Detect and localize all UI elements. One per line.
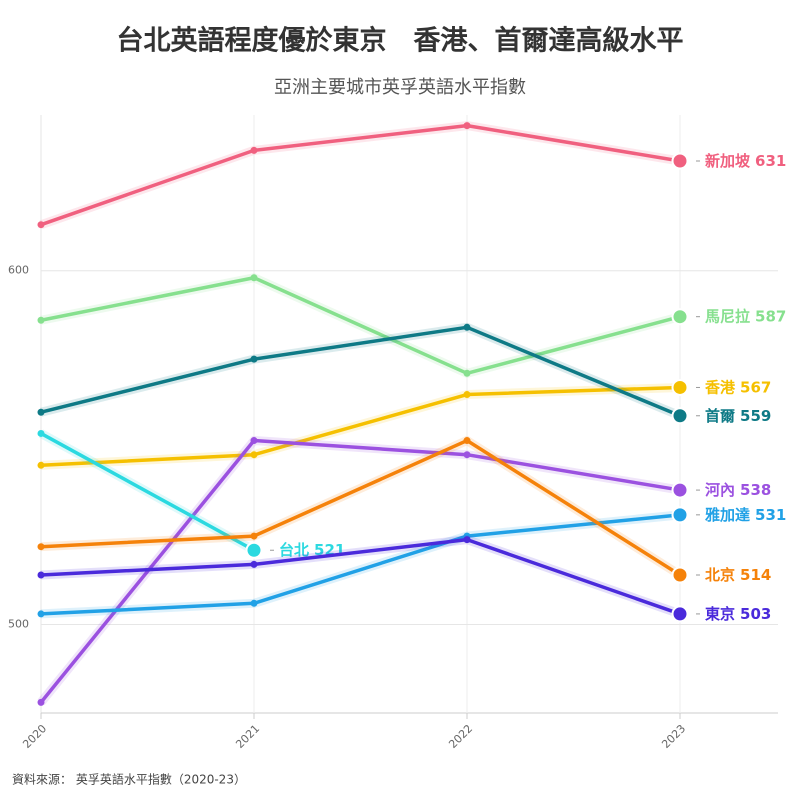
point bbox=[37, 543, 45, 551]
chart-title: 台北英語程度優於東京 香港、首爾達高級水平 bbox=[117, 25, 684, 57]
end-label: 北京 514 bbox=[705, 566, 771, 584]
end-value: 514 bbox=[740, 566, 771, 584]
source-note: 資料來源： 英孚英語水平指數（2020-23） bbox=[12, 772, 246, 787]
point bbox=[37, 571, 45, 579]
chart-subtitle: 亞洲主要城市英孚英語水平指數 bbox=[274, 77, 526, 98]
point bbox=[671, 481, 689, 499]
point bbox=[463, 369, 471, 377]
point bbox=[37, 429, 45, 437]
line bbox=[40, 431, 255, 552]
end-label: 香港 567 bbox=[705, 378, 771, 396]
series-name: 台北 bbox=[279, 541, 309, 559]
series-name: 東京 bbox=[705, 604, 735, 622]
end-label: 雅加達 531 bbox=[704, 505, 786, 523]
x-tick-label: 2022 bbox=[446, 722, 475, 751]
point bbox=[250, 146, 258, 154]
point bbox=[671, 152, 689, 170]
point bbox=[463, 391, 471, 399]
line bbox=[39, 438, 681, 704]
point bbox=[37, 698, 45, 706]
line bbox=[40, 123, 681, 227]
point bbox=[250, 560, 258, 568]
end-value: 531 bbox=[755, 505, 786, 523]
point bbox=[671, 605, 689, 623]
end-value: 503 bbox=[740, 604, 771, 622]
point bbox=[37, 610, 45, 618]
end-label: 河內 538 bbox=[705, 481, 771, 499]
end-label: 新加坡 631 bbox=[705, 152, 786, 170]
x-tick-label: 2023 bbox=[659, 722, 688, 751]
series-name: 北京 bbox=[705, 566, 735, 584]
point bbox=[671, 407, 689, 425]
end-value: 631 bbox=[755, 152, 786, 170]
point bbox=[671, 308, 689, 326]
point bbox=[250, 599, 258, 607]
point bbox=[463, 122, 471, 130]
line-glow bbox=[40, 510, 681, 619]
y-tick-label: 600 bbox=[8, 264, 29, 277]
line bbox=[40, 513, 681, 616]
point bbox=[463, 451, 471, 459]
line bbox=[40, 385, 681, 468]
series-name: 河內 bbox=[705, 481, 735, 499]
series-name: 香港 bbox=[705, 378, 736, 396]
point bbox=[37, 461, 45, 469]
end-value: 587 bbox=[755, 307, 786, 325]
point bbox=[463, 536, 471, 544]
y-tick-label: 500 bbox=[8, 618, 29, 631]
x-tick-label: 2020 bbox=[20, 722, 49, 751]
point bbox=[250, 532, 258, 540]
point bbox=[250, 274, 258, 282]
point bbox=[463, 323, 471, 331]
end-label: 馬尼拉 587 bbox=[705, 307, 786, 325]
x-tick-label: 2021 bbox=[233, 722, 262, 751]
point bbox=[671, 566, 689, 584]
point bbox=[250, 355, 258, 363]
line bbox=[40, 276, 681, 376]
point bbox=[245, 541, 263, 559]
point bbox=[37, 316, 45, 324]
end-value: 567 bbox=[740, 378, 771, 396]
series-name: 雅加達 bbox=[704, 505, 750, 523]
line bbox=[40, 325, 681, 418]
series-name: 首爾 bbox=[705, 406, 735, 424]
point bbox=[671, 506, 689, 524]
end-label: 首爾 559 bbox=[705, 406, 771, 424]
series-name: 新加坡 bbox=[705, 152, 750, 170]
point bbox=[250, 437, 258, 445]
point bbox=[671, 378, 689, 396]
point bbox=[37, 408, 45, 416]
end-value: 538 bbox=[740, 481, 771, 499]
point bbox=[463, 437, 471, 445]
series-name: 馬尼拉 bbox=[705, 307, 750, 325]
line bbox=[40, 438, 681, 577]
point bbox=[250, 451, 258, 459]
end-label: 東京 503 bbox=[705, 604, 771, 622]
point bbox=[37, 221, 45, 229]
line-glow bbox=[39, 121, 681, 229]
line bbox=[40, 537, 681, 616]
end-value: 559 bbox=[740, 406, 771, 424]
